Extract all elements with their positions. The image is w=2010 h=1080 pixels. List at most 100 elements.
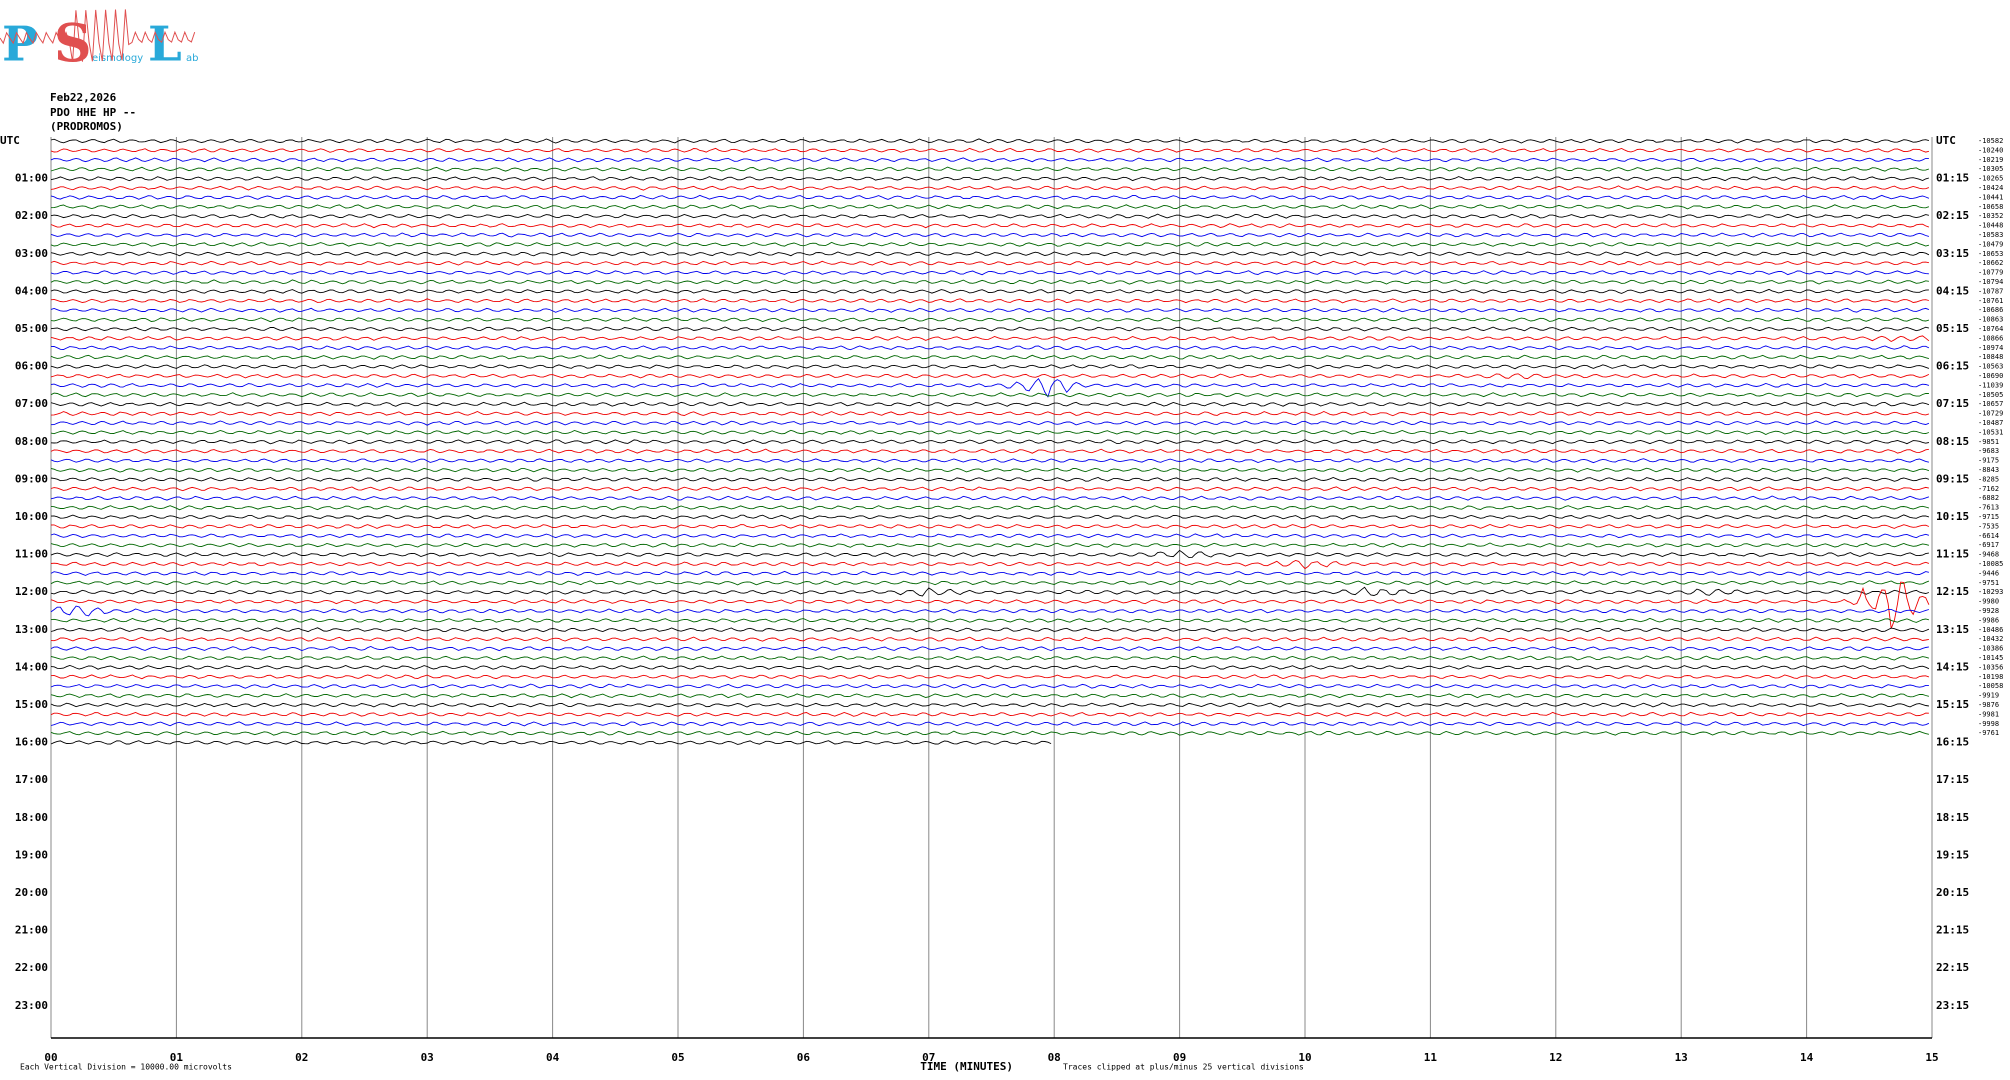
row-offset: -10657 bbox=[1978, 400, 2003, 408]
row-offset: -10058 bbox=[1978, 682, 2003, 690]
trace bbox=[50, 627, 1930, 633]
row-offset: -10486 bbox=[1978, 626, 2003, 634]
x-tick-label: 06 bbox=[797, 1051, 811, 1064]
row-offset: -9715 bbox=[1978, 513, 1999, 521]
left-hour-label: 12:00 bbox=[15, 585, 48, 598]
trace bbox=[50, 345, 1930, 351]
trace bbox=[50, 711, 1929, 717]
row-offset: -9851 bbox=[1978, 438, 1999, 446]
x-tick-label: 14 bbox=[1800, 1051, 1814, 1064]
x-tick-label: 15 bbox=[1925, 1051, 1938, 1064]
row-offset: -6882 bbox=[1978, 494, 1999, 502]
row-offset: -10848 bbox=[1978, 353, 2003, 361]
left-hour-label: 19:00 bbox=[15, 848, 48, 861]
logo: P S L eismology ab bbox=[0, 9, 198, 75]
right-hour-label: 13:15 bbox=[1936, 623, 1969, 636]
row-offset: -10219 bbox=[1978, 156, 2003, 164]
row-offset: -10974 bbox=[1978, 344, 2003, 352]
row-offset: -11039 bbox=[1978, 381, 2003, 389]
row-offset: -6917 bbox=[1978, 541, 1999, 549]
trace bbox=[50, 674, 1930, 680]
row-offset: -9751 bbox=[1978, 579, 1999, 587]
row-offset: -10794 bbox=[1978, 278, 2003, 286]
row-offset: -10658 bbox=[1978, 203, 2003, 211]
right-hour-label: 11:15 bbox=[1936, 548, 1969, 561]
right-hour-label: 21:15 bbox=[1936, 924, 1969, 937]
x-axis-label: TIME (MINUTES) bbox=[920, 1060, 1013, 1073]
right-hour-label: 19:15 bbox=[1936, 848, 1969, 861]
left-hour-label: 22:00 bbox=[15, 961, 48, 974]
right-hour-label: 02:15 bbox=[1936, 209, 1969, 222]
trace bbox=[50, 665, 1930, 670]
station-name: (PRODROMOS) bbox=[50, 120, 123, 133]
x-tick-label: 02 bbox=[295, 1051, 308, 1064]
x-tick-label: 13 bbox=[1675, 1051, 1688, 1064]
trace bbox=[50, 570, 1929, 576]
trace bbox=[50, 401, 1930, 407]
row-offset: -10531 bbox=[1978, 428, 2003, 436]
x-tick-label: 04 bbox=[546, 1051, 560, 1064]
right-hour-label: 05:15 bbox=[1936, 322, 1969, 335]
left-hour-label: 18:00 bbox=[15, 811, 48, 824]
right-hour-label: 06:15 bbox=[1936, 360, 1969, 373]
x-tick-label: 05 bbox=[671, 1051, 684, 1064]
row-offset: -9761 bbox=[1978, 729, 1999, 737]
row-offset: -9468 bbox=[1978, 551, 1999, 559]
trace bbox=[50, 194, 1930, 200]
trace bbox=[50, 636, 1929, 642]
row-offset: -10779 bbox=[1978, 269, 2003, 277]
trace bbox=[50, 241, 1930, 247]
row-offset: -10653 bbox=[1978, 250, 2003, 258]
right-hour-label: 22:15 bbox=[1936, 961, 1969, 974]
trace bbox=[50, 730, 1929, 736]
row-offset: -10305 bbox=[1978, 165, 2003, 173]
left-hour-label: 10:00 bbox=[15, 510, 48, 523]
right-hour-label: 18:15 bbox=[1936, 811, 1969, 824]
row-offset: -10448 bbox=[1978, 222, 2003, 230]
left-hour-label: 02:00 bbox=[15, 209, 48, 222]
left-hour-label: UTC bbox=[0, 134, 20, 147]
row-offset: -8843 bbox=[1978, 466, 1999, 474]
row-offset: -10265 bbox=[1978, 175, 2003, 183]
trace bbox=[50, 157, 1929, 163]
row-offset: -6614 bbox=[1978, 532, 1999, 540]
x-tick-label: 09 bbox=[1173, 1051, 1186, 1064]
trace bbox=[50, 288, 1929, 295]
trace bbox=[50, 533, 1930, 539]
trace bbox=[50, 176, 1930, 182]
logo-text: eismology bbox=[92, 53, 143, 64]
right-hour-label: 14:15 bbox=[1936, 660, 1969, 673]
row-offset: -10293 bbox=[1978, 588, 2003, 596]
row-offset: -10863 bbox=[1978, 316, 2003, 324]
left-hour-label: 06:00 bbox=[15, 360, 48, 373]
row-offset: -8285 bbox=[1978, 475, 1999, 483]
trace bbox=[50, 693, 1930, 699]
trace bbox=[50, 317, 1930, 323]
x-tick-label: 00 bbox=[44, 1051, 57, 1064]
trace bbox=[50, 307, 1930, 313]
left-hour-label: 07:00 bbox=[15, 397, 48, 410]
row-offset: -10356 bbox=[1978, 663, 2003, 671]
right-hour-label: 20:15 bbox=[1936, 886, 1969, 899]
trace bbox=[50, 467, 1930, 473]
trace bbox=[50, 335, 1930, 343]
trace bbox=[50, 580, 1930, 586]
row-offset: -9928 bbox=[1978, 607, 1999, 615]
row-offset: -9876 bbox=[1978, 701, 1999, 709]
left-hour-label: 03:00 bbox=[15, 247, 48, 260]
trace bbox=[50, 138, 1930, 144]
trace bbox=[50, 645, 1929, 652]
trace bbox=[50, 392, 1929, 398]
row-offset: -10729 bbox=[1978, 410, 2003, 418]
row-offset: -10424 bbox=[1978, 184, 2003, 192]
date: Feb22,2026 bbox=[50, 91, 117, 104]
trace bbox=[50, 542, 1930, 548]
right-hour-label: 08:15 bbox=[1936, 435, 1969, 448]
left-hour-label: 11:00 bbox=[15, 548, 48, 561]
trace bbox=[50, 586, 1930, 597]
right-hour-label: 23:15 bbox=[1936, 999, 1969, 1012]
x-tick-label: 08 bbox=[1048, 1051, 1061, 1064]
right-hour-label: 07:15 bbox=[1936, 397, 1969, 410]
row-offset: -10432 bbox=[1978, 635, 2003, 643]
logo-wave bbox=[0, 9, 196, 63]
